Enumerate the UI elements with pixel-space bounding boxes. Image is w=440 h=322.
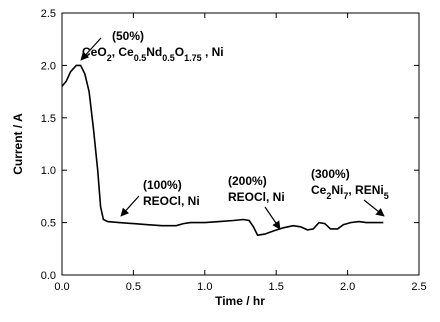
x-tick-label: 0.5 (126, 281, 141, 293)
plot-frame (61, 12, 420, 276)
y-axis-label: Current / A (11, 113, 25, 175)
y-tick-label: 2.5 (41, 8, 56, 20)
annotation: (50%) (112, 29, 144, 43)
annotation-part: (300%) (311, 167, 350, 181)
annotation-part: (50%) (112, 29, 144, 43)
annotation: Ce2Ni7, RENi5 (311, 183, 389, 201)
y-tick-label: 0.0 (41, 270, 56, 282)
annotation-part: REOCl, Ni (143, 194, 200, 208)
x-tick-label: 0.0 (54, 281, 69, 293)
annotation-part: 1.75 (184, 53, 202, 63)
annotation-part: 0.5 (162, 53, 175, 63)
x-tick-label: 2.0 (340, 281, 355, 293)
annotation-part: 0.5 (134, 53, 147, 63)
annotation-arrow (80, 37, 102, 61)
annotation-part: 2 (326, 191, 331, 201)
y-tick-label: 1.5 (41, 113, 56, 125)
y-tick-label: 1.0 (41, 165, 56, 177)
x-tick-label: 1.0 (197, 281, 212, 293)
annotation: REOCl, Ni (143, 194, 200, 208)
annotation-part: (100%) (143, 178, 182, 192)
annotation: REOCl, Ni (228, 190, 285, 204)
annotation-part: Ce (311, 183, 327, 197)
annotation: (200%) (228, 174, 267, 188)
annotation-part: Nd (146, 45, 162, 59)
annotation-part: CeO (82, 45, 107, 59)
x-tick-label: 2.5 (411, 281, 426, 293)
annotation-part: 7 (343, 191, 348, 201)
annotation-part: Ni (331, 183, 343, 197)
annotation-part: , RENi (348, 183, 383, 197)
x-axis-label: Time / hr (215, 294, 265, 308)
annotation-arrow (264, 206, 281, 230)
annotation-part: 2 (107, 53, 112, 63)
y-tick-label: 0.5 (41, 218, 56, 230)
annotation-part: , Ni (202, 45, 224, 59)
data-line (61, 64, 384, 237)
annotation: CeO2, Ce0.5Nd0.5O1.75 , Ni (82, 45, 224, 63)
annotation: (300%) (311, 167, 350, 181)
x-tick-label: 1.5 (269, 281, 284, 293)
annotation-arrow (363, 199, 385, 217)
annotation: (100%) (143, 178, 182, 192)
annotation-part: REOCl, Ni (228, 190, 285, 204)
annotation-part: O (175, 45, 184, 59)
annotation-arrow (120, 195, 140, 217)
annotation-part: , Ce (112, 45, 134, 59)
y-tick-label: 2.0 (41, 60, 56, 72)
annotation-part: 5 (384, 191, 389, 201)
annotation-part: (200%) (228, 174, 267, 188)
